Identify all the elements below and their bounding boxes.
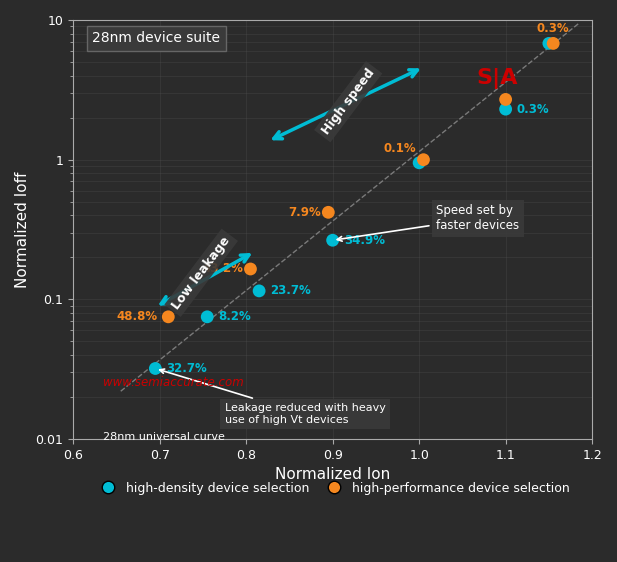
Text: Leakage reduced with heavy
use of high Vt devices: Leakage reduced with heavy use of high V… <box>160 369 386 425</box>
Text: 0.3%: 0.3% <box>537 22 569 35</box>
Point <box>500 95 510 104</box>
Point <box>544 39 554 48</box>
Text: 48.8%: 48.8% <box>117 310 158 323</box>
Point <box>202 312 212 321</box>
Point <box>151 364 160 373</box>
Text: Speed set by
faster devices: Speed set by faster devices <box>337 205 520 241</box>
Point <box>414 158 424 167</box>
Text: 32.7%: 32.7% <box>167 362 207 375</box>
X-axis label: Normalized Ion: Normalized Ion <box>275 468 391 482</box>
Y-axis label: Normalized Ioff: Normalized Ioff <box>15 171 30 288</box>
Point <box>500 105 510 114</box>
Point <box>254 287 264 296</box>
Point <box>164 312 173 321</box>
Point <box>549 39 558 48</box>
Legend: high-density device selection, high-performance device selection: high-density device selection, high-perf… <box>91 477 574 500</box>
Point <box>323 208 333 217</box>
Text: www.semiaccurate.com: www.semiaccurate.com <box>104 375 244 388</box>
Text: 0.3%: 0.3% <box>517 103 550 116</box>
Point <box>328 235 337 244</box>
Text: Low leakage: Low leakage <box>170 234 233 312</box>
Point <box>246 265 255 274</box>
Text: 34.9%: 34.9% <box>344 234 385 247</box>
Text: 28nm universal curve: 28nm universal curve <box>104 432 225 442</box>
Text: 23.7%: 23.7% <box>270 284 311 297</box>
Text: 7.9%: 7.9% <box>288 206 320 219</box>
Text: S|A: S|A <box>476 68 518 89</box>
Text: 0.1%: 0.1% <box>383 142 416 155</box>
Text: 43.2%: 43.2% <box>202 262 244 275</box>
Text: 8.2%: 8.2% <box>218 310 251 323</box>
Text: 28nm device suite: 28nm device suite <box>92 31 220 46</box>
Point <box>418 155 428 164</box>
Text: High speed: High speed <box>320 66 377 137</box>
